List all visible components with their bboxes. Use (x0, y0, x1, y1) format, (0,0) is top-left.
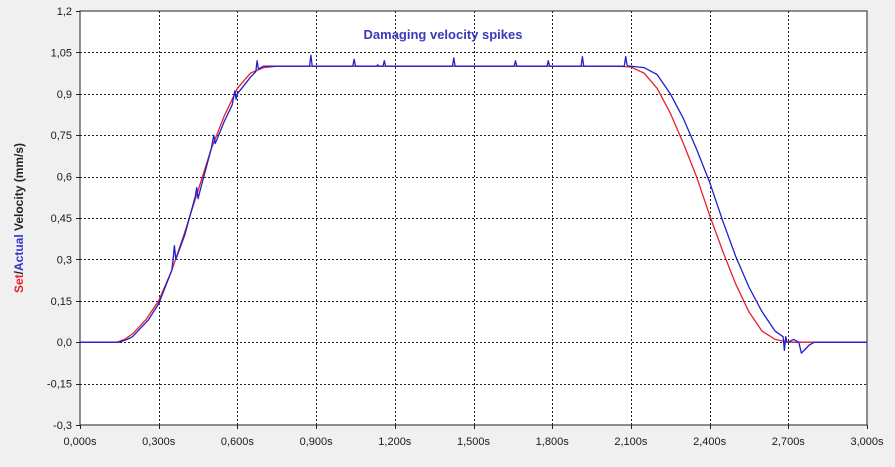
axis-ticks: 0,000s 0,300s 0,600s 0,900s 1,200s 1,500s 1,80… (47, 6, 884, 448)
y-tick-label: 0,15 (51, 296, 72, 308)
y-tick-label: 0,45 (51, 213, 72, 225)
y-tick-label: 0,6 (57, 172, 72, 184)
x-tick-label: 1,200s (378, 436, 412, 448)
actual-velocity-line (80, 54, 867, 354)
x-tick-label: 2,700s (772, 436, 806, 448)
y-axis-label-part: Actual (12, 234, 26, 271)
x-tick-label: 0,900s (300, 436, 334, 448)
y-axis-label-part: Velocity (mm/s) (12, 143, 26, 234)
series-lines (80, 54, 867, 354)
y-axis-label-part: / (12, 270, 26, 274)
y-tick-label: -0,15 (47, 379, 72, 391)
y-tick-label: 0,3 (57, 254, 72, 266)
y-tick-label: 1,2 (57, 6, 72, 18)
x-tick-label: 2,400s (693, 436, 727, 448)
y-tick-label: 0,9 (57, 89, 72, 101)
y-tick-label: 0,0 (57, 337, 72, 349)
y-axis-label: Set/Actual Velocity (mm/s) (12, 143, 26, 293)
annotation-label: Damaging velocity spikes (364, 27, 523, 42)
y-tick-label: 0,75 (51, 130, 72, 142)
x-tick-label: 1,800s (536, 436, 570, 448)
grid-lines (80, 11, 867, 425)
y-tick-label: -0,3 (53, 420, 72, 432)
x-tick-label: 1,500s (457, 436, 491, 448)
x-tick-label: 0,300s (142, 436, 176, 448)
x-tick-label: 2,100s (614, 436, 648, 448)
x-tick-label: 3,000s (850, 436, 884, 448)
y-axis-label-part: Set (12, 274, 26, 293)
y-tick-label: 1,05 (51, 47, 72, 59)
x-tick-label: 0,600s (221, 436, 255, 448)
x-tick-label: 0,000s (63, 436, 97, 448)
